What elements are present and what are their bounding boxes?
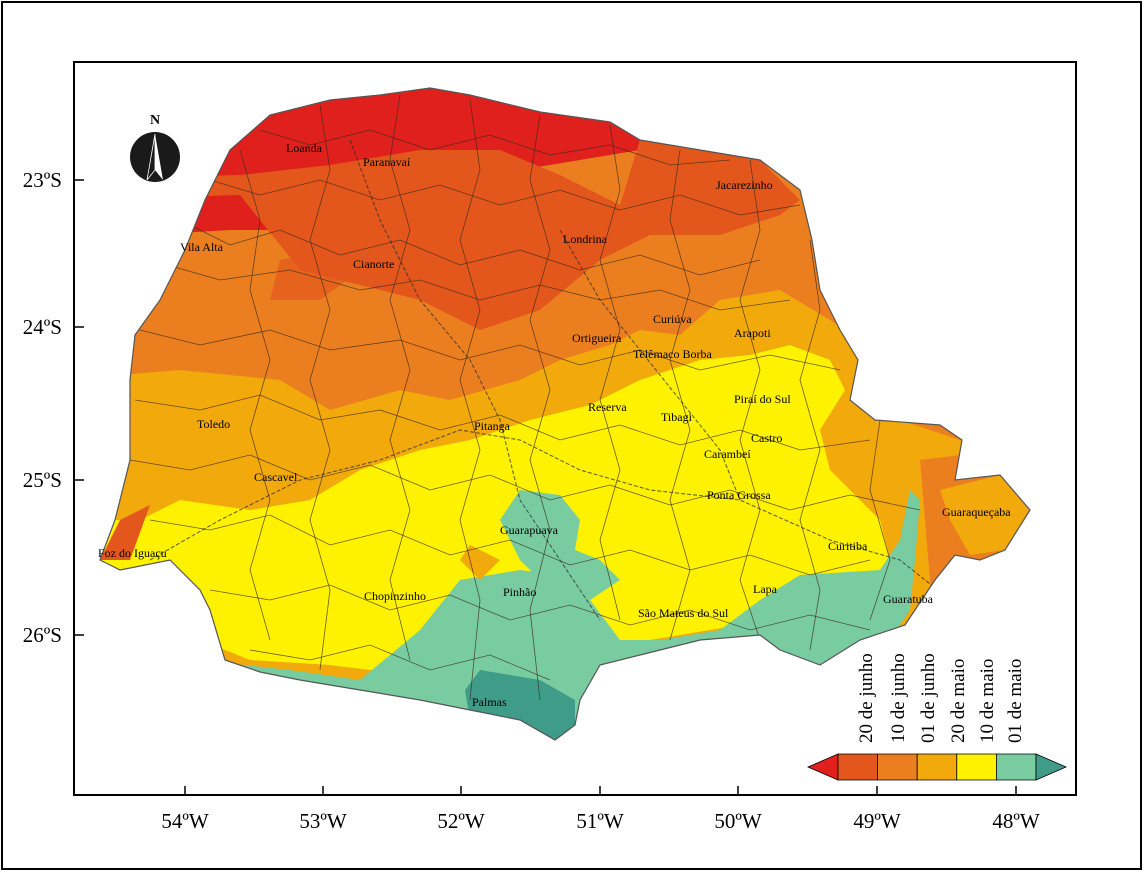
zone-guaraquecaba [940, 475, 1030, 555]
city-label: Piraí do Sul [734, 392, 791, 406]
city-label: Cascavel [254, 470, 298, 484]
city-label: Lapa [753, 582, 778, 596]
zone-patch [460, 545, 500, 580]
zone-foz [100, 505, 150, 560]
city-label: Vila Alta [180, 240, 224, 254]
city-label: Foz do Iguaçu [98, 546, 167, 560]
legend-swatch [996, 753, 1037, 781]
lon-label-49: 49ºW [853, 809, 901, 833]
city-label: Carambeí [704, 447, 751, 461]
city-label: Jacarezinho [716, 178, 773, 192]
city-label: Ponta Grossa [707, 488, 771, 502]
municipal-boundaries [129, 94, 951, 701]
city-label: Reserva [588, 400, 627, 414]
city-label: Loanda [286, 141, 323, 155]
legend-swatch [1035, 753, 1068, 781]
north-label: N [150, 113, 160, 128]
zone-10-junho [100, 140, 800, 330]
city-label: Guaraqueçaba [942, 505, 1011, 519]
legend: 20 de junho 10 de junho 01 de junho 20 d… [806, 653, 1068, 781]
city-label: São Mateus do Sul [638, 606, 729, 620]
legend-label-01-junho: 01 de junho [918, 653, 939, 743]
city-label: Cianorte [353, 257, 394, 271]
lon-label-54: 54ºW [161, 809, 209, 833]
city-labels: Loanda Paranavaí Jacarezinho Vila Alta C… [98, 141, 1011, 709]
legend-label-20-maio: 20 de maio [948, 659, 969, 743]
legend-label-10-maio: 10 de maio [977, 659, 998, 743]
lat-ticks [74, 179, 84, 636]
lat-label-24: 24ºS [23, 315, 62, 339]
legend-swatch [837, 753, 878, 781]
legend-label-20-junho: 20 de junho [856, 653, 877, 743]
lon-label-52: 52ºW [437, 809, 485, 833]
lat-label-26: 26ºS [23, 623, 62, 647]
city-label: Palmas [472, 695, 507, 709]
city-label: Ortigueira [572, 331, 622, 345]
city-label: Pitanga [474, 419, 511, 433]
legend-label-10-junho: 10 de junho [888, 653, 909, 743]
city-label: Arapoti [734, 326, 771, 340]
city-label: Curitiba [828, 539, 868, 553]
city-label: Pinhão [503, 585, 536, 599]
city-label: Guarapuava [500, 523, 559, 537]
lon-label-51: 51ºW [576, 809, 624, 833]
north-arrow-icon: N [130, 113, 180, 182]
legend-label-01-maio: 01 de maio [1005, 659, 1026, 743]
city-label: Telêmaco Borba [633, 347, 712, 361]
lon-label-48: 48ºW [992, 809, 1040, 833]
lat-label-25: 25ºS [23, 468, 62, 492]
plot-border [73, 61, 1077, 796]
zone-01-maio-guarapuava [500, 490, 620, 600]
city-label: Toledo [197, 417, 230, 431]
legend-colorbar [806, 753, 1068, 781]
lon-label-53: 53ºW [299, 809, 347, 833]
city-label: Curiúva [653, 312, 692, 326]
legend-swatch [806, 753, 839, 781]
city-label: Londrina [563, 232, 608, 246]
city-label: Paranavaí [363, 155, 411, 169]
zone-patch-2 [270, 250, 360, 300]
city-label: Tibagi [661, 410, 693, 424]
legend-swatch [916, 753, 958, 781]
lon-ticks [184, 786, 1017, 795]
lon-label-50: 50ºW [714, 809, 762, 833]
city-label: Guaratuba [883, 592, 934, 606]
lat-label-23: 23ºS [23, 168, 62, 192]
legend-swatch [877, 753, 918, 781]
legend-swatch [956, 753, 997, 781]
city-label: Chopinzinho [364, 589, 426, 603]
city-label: Castro [751, 431, 782, 445]
